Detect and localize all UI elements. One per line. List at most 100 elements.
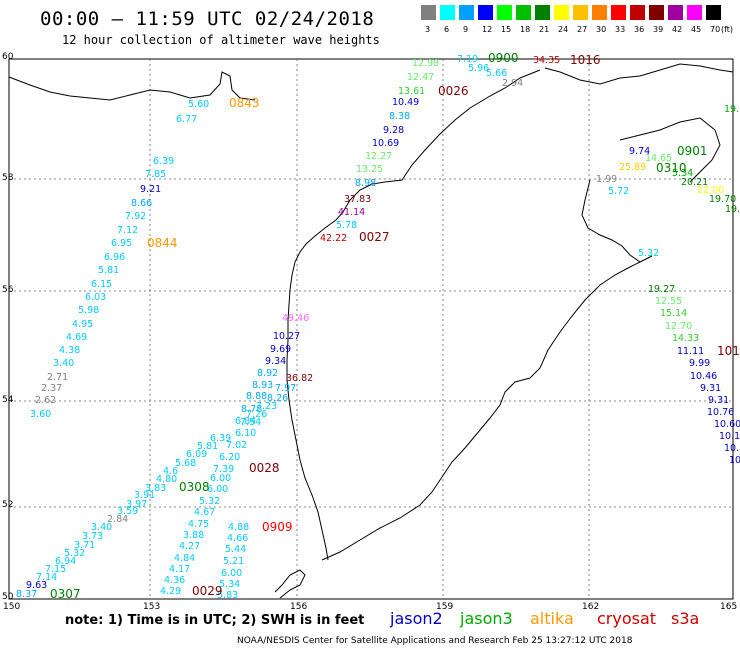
wave-height-label: 6.10 <box>235 428 256 439</box>
wave-height-label: 10.76 <box>707 407 734 418</box>
pass-time-label: 0901 <box>677 144 708 158</box>
wave-height-label: 5.96 <box>468 63 489 74</box>
color-swatch <box>421 5 436 20</box>
wave-height-label: 5.83 <box>217 590 238 601</box>
wave-height-label: 12.55 <box>655 296 682 307</box>
wave-height-label: 4.66 <box>227 533 248 544</box>
wave-height-label: 22.00 <box>697 185 724 196</box>
wave-height-label: 10.49 <box>392 97 419 108</box>
wave-height-label: 9.74 <box>629 146 650 157</box>
pass-time-label: 0308 <box>179 480 210 494</box>
legend-jason2: jason2 <box>390 609 443 628</box>
legend-jason3: jason3 <box>460 609 513 628</box>
wave-height-label: 10 <box>729 455 740 466</box>
color-scale-label: 6 <box>444 25 450 34</box>
wave-height-label: 5.78 <box>336 220 357 231</box>
note-text: note: 1) Time is in UTC; 2) SWH is in fe… <box>65 613 365 628</box>
wave-height-label: 5.60 <box>188 99 209 110</box>
wave-height-label: 9.28 <box>383 125 404 136</box>
lat-tick: 50 <box>2 592 14 602</box>
wave-height-label: 5.34 <box>219 579 240 590</box>
pass-time-label: 0307 <box>50 587 81 601</box>
wave-height-label: 5.68 <box>175 458 196 469</box>
wave-height-label: 5.21 <box>223 556 244 567</box>
color-scale-label: 39 <box>653 25 664 34</box>
wave-height-label: 4.29 <box>160 586 181 597</box>
lat-lon-grid <box>9 59 733 599</box>
wave-height-label: 6.00 <box>207 484 228 495</box>
wave-height-label: 4.17 <box>169 564 190 575</box>
color-scale-label: 18 <box>520 25 531 34</box>
color-swatch <box>440 5 455 20</box>
wave-height-label: 5.32 <box>638 248 659 259</box>
wave-height-label: 4.38 <box>59 345 80 356</box>
wave-height-label: 4.95 <box>72 319 93 330</box>
wave-height-label: 3.91 <box>134 490 155 501</box>
pass-time-labels: 1016 0900 0026 0843 0844 0027 0901 0310 1017 0028… <box>50 51 740 601</box>
color-scale-label: 33 <box>615 25 626 34</box>
wave-height-label: 6.00 <box>210 473 231 484</box>
wave-height-labels: 34.357.195.965.662.9412.9812.4713.6110.4… <box>16 54 740 601</box>
wave-height-label: 5.32 <box>199 496 220 507</box>
wave-height-label: 3.71 <box>74 540 95 551</box>
pass-time-label: 0028 <box>249 461 280 475</box>
wave-height-label: 6.84 <box>235 416 256 427</box>
color-scale-label: 36 <box>634 25 645 34</box>
coastline <box>8 63 734 599</box>
wave-height-label: 15.14 <box>660 308 687 319</box>
wave-height-label: 49.46 <box>282 313 309 324</box>
color-swatch <box>497 5 512 20</box>
pass-time-label: 0027 <box>359 230 390 244</box>
wave-height-label: 3.73 <box>82 531 103 542</box>
color-scale-unit: (ft) <box>721 25 734 34</box>
wave-height-label: 3.83 <box>145 483 166 494</box>
wave-height-label: 6.20 <box>219 452 240 463</box>
wave-height-label: 8.92 <box>257 368 278 379</box>
wave-height-label: 41.14 <box>338 207 365 218</box>
color-swatch <box>611 5 626 20</box>
wave-height-label: 6.09 <box>186 449 207 460</box>
color-swatch <box>478 5 493 20</box>
wave-height-label: 14.65 <box>645 153 672 164</box>
legend-s3a: s3a <box>671 609 700 628</box>
wave-height-label: 3.60 <box>30 409 51 420</box>
color-swatch <box>516 5 531 20</box>
wave-height-label: 2.71 <box>47 372 68 383</box>
wave-height-label: 20.21 <box>681 177 708 188</box>
color-swatch <box>668 5 683 20</box>
wave-height-label: 3.97 <box>126 499 147 510</box>
wave-height-label: 7.02 <box>226 440 247 451</box>
wave-height-label: 19.70 <box>709 194 736 205</box>
wave-height-label: 7.54 <box>240 417 261 428</box>
wave-height-label: 7.14 <box>36 572 57 583</box>
wave-height-label: 37.83 <box>344 194 371 205</box>
color-swatch <box>459 5 474 20</box>
wave-height-label: 9.31 <box>700 383 721 394</box>
color-scale-label: 27 <box>577 25 588 34</box>
lon-tick: 162 <box>582 602 600 612</box>
color-swatch <box>535 5 550 20</box>
map-subtitle: 12 hour collection of altimeter wave hei… <box>62 33 380 47</box>
pass-time-label: 0843 <box>229 96 260 110</box>
wave-height-label: 8.98 <box>355 178 376 189</box>
wave-height-label: 13.61 <box>398 86 425 97</box>
wave-height-label: 4.75 <box>188 519 209 530</box>
wave-height-label: 10.1 <box>719 431 740 442</box>
wave-height-label: 9.69 <box>270 344 291 355</box>
legend-altika: altika <box>530 609 574 628</box>
wave-height-label: 4.84 <box>174 553 195 564</box>
wave-height-label: 2.62 <box>35 395 56 406</box>
wave-height-label: 2.37 <box>41 383 62 394</box>
wave-height-label: 3.59 <box>117 506 138 517</box>
pass-time-label: 0844 <box>147 236 178 250</box>
wave-height-label: 7.26 <box>246 409 267 420</box>
footer-credit: NOAA/NESDIS Center for Satellite Applica… <box>237 636 633 646</box>
wave-height-label: 5.98 <box>78 305 99 316</box>
wave-height-label: 34.35 <box>533 55 560 66</box>
color-scale-label: 3 <box>425 25 431 34</box>
wave-height-label: 5.34 <box>672 168 693 179</box>
pass-time-label: 1016 <box>570 53 601 67</box>
pass-time-label: 0026 <box>438 84 469 98</box>
wave-height-label: 6.94 <box>55 556 76 567</box>
